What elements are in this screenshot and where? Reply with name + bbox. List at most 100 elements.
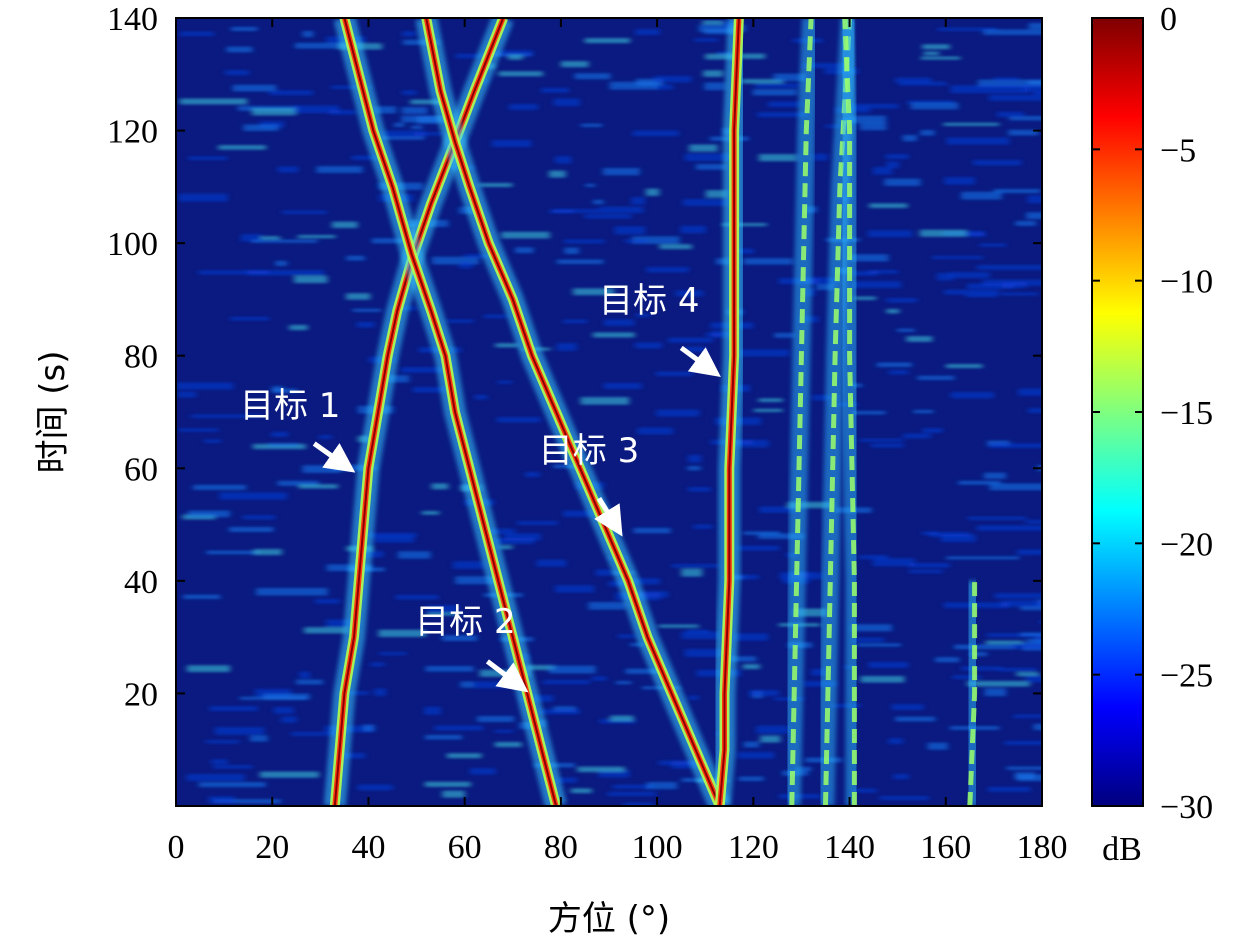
noise-speck [631,236,680,244]
y-tick-label: 40 [124,564,158,601]
noise-speck [860,675,905,683]
noise-speck [602,167,640,176]
noise-speck [698,24,746,32]
noise-speck [758,398,783,402]
noise-speck [935,657,960,663]
noise-speck [431,483,449,490]
noise-speck [382,130,426,138]
noise-speck [554,156,572,164]
noise-speck [741,79,784,84]
noise-speck [177,391,197,398]
noise-speck [326,619,359,628]
noise-speck [705,190,728,198]
noise-speck [898,81,947,86]
noise-speck [1016,672,1039,677]
band-4 [967,580,978,806]
noise-speck [1026,212,1042,220]
noise-speck [604,319,635,326]
noise-speck [632,130,679,137]
noise-speck [588,602,627,610]
noise-speck [944,177,975,185]
track-core-1 [333,18,505,806]
noise-speck [574,73,611,80]
noise-speck [994,593,1042,599]
y-tick-label: 20 [124,676,158,713]
noise-speck [584,38,630,44]
noise-speck [876,362,912,368]
noise-speck [625,668,668,674]
noise-speck [410,99,444,105]
noise-speck [945,364,983,369]
noise-speck [572,288,615,296]
noise-speck [386,375,410,383]
noise-speck [1008,129,1039,136]
noise-speck [186,774,245,781]
noise-speck [740,53,765,59]
noise-speck [230,316,270,321]
noise-speck [474,394,488,400]
noise-speck [253,548,282,556]
noise-speck [1013,714,1042,719]
track-4 [708,18,750,806]
noise-speck [294,105,340,114]
noise-speck [556,343,577,351]
noise-speck [208,796,235,804]
x-tick-label: 120 [728,829,779,866]
x-axis: 0 20 40 60 80 100 120 140 160 180 [168,18,1068,866]
noise-speck [704,82,726,91]
noise-speck [250,735,268,742]
noise-speck [319,435,332,439]
noise-speck [954,644,1016,650]
noise-speck [553,98,580,107]
noise-speck [190,414,263,418]
noise-speck [668,337,713,343]
noise-speck [851,624,892,632]
noise-speck [525,665,555,670]
noise-speck [337,752,366,759]
noise-speck [446,753,482,759]
noise-speck [381,136,425,140]
plot-area [175,17,1043,807]
noise-speck [961,191,1002,200]
noise-speck [989,443,1042,448]
noise-speck [294,42,343,49]
noise-speck [562,319,588,324]
noise-speck [868,270,898,274]
noise-speck [580,397,630,405]
noise-speck [936,272,953,281]
noise-speck [251,239,318,243]
noise-speck [1017,549,1042,556]
noise-speck [631,197,645,205]
noise-speck [688,695,699,700]
noise-speck [564,247,579,255]
noise-speck [760,735,781,743]
noise-speck [922,428,943,433]
noise-speck [1014,772,1036,780]
noise-speck [243,124,279,131]
noise-speck [402,31,416,37]
noise-speck [773,73,806,82]
noise-speck [204,439,221,443]
noise-speck [242,515,276,520]
noise-speck [517,520,558,525]
noise-speck [275,260,288,267]
noise-speck [684,648,733,657]
noise-speck [446,319,474,323]
noise-speck [592,676,607,681]
noise-speck [585,183,596,187]
colorbar-tick-label: −25 [1160,658,1213,695]
noise-speck [909,562,950,568]
noise-speck [997,111,1024,118]
noise-speck [411,125,423,130]
noise-speck [251,108,297,116]
noise-speck [854,296,877,300]
noise-speck [599,206,644,214]
noise-speck [501,231,550,239]
noise-speck [752,89,797,96]
noise-speck [272,388,298,394]
noise-speck [497,380,513,384]
y-tick-label: 100 [107,226,158,263]
noise-speck [973,159,1022,166]
noise-speck [494,729,514,733]
